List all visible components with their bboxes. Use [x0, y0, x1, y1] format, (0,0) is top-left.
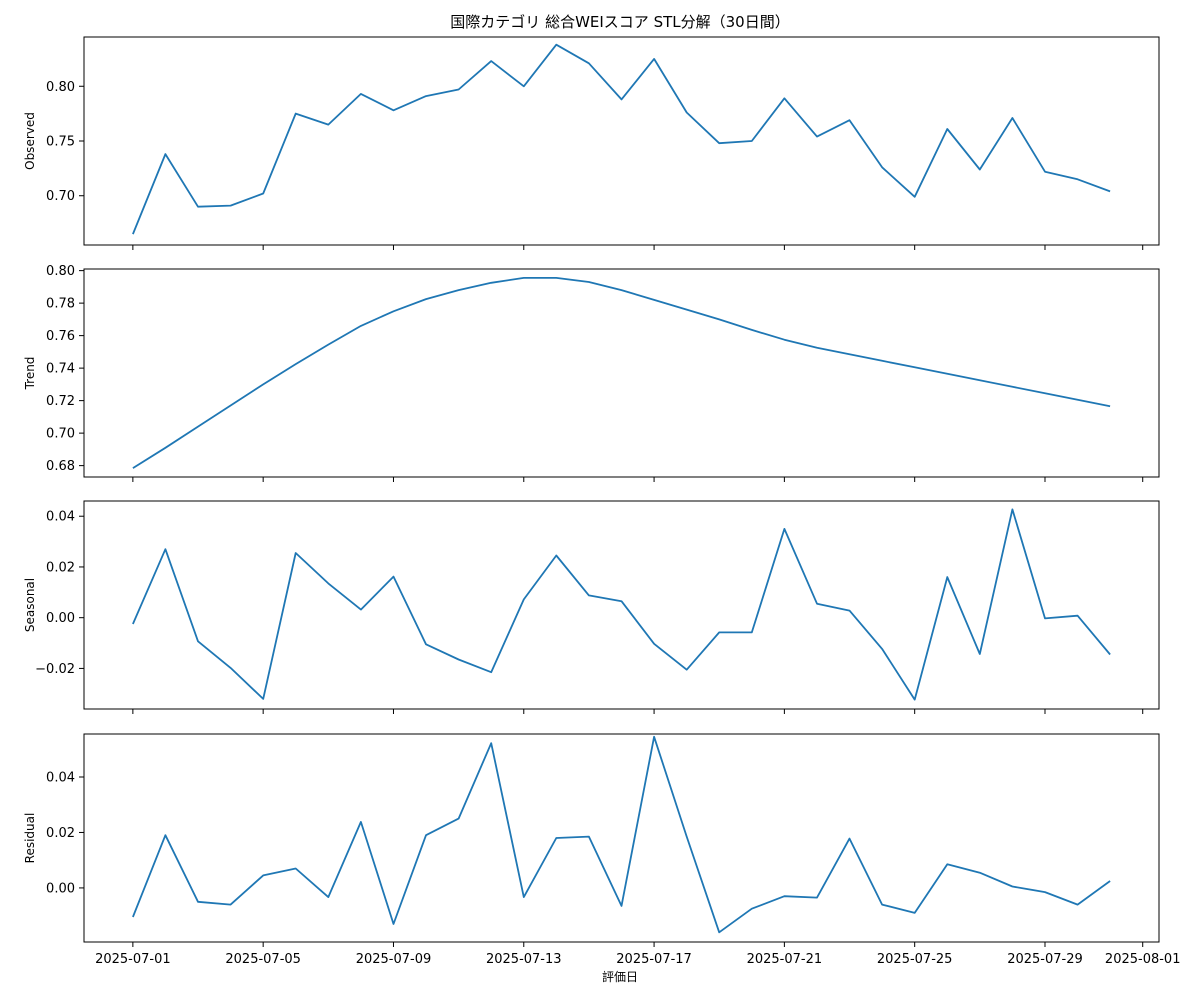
y-tick-label: 0.74 [46, 362, 75, 377]
x-tick-label: 2025-07-17 [616, 952, 692, 967]
y-tick-label: 0.02 [46, 826, 75, 841]
series-line-seasonal [132, 508, 1111, 701]
panel-residual: 0.00 0.02 0.04 2025-07-01 2025-07-05 2025-07-… [23, 733, 1181, 967]
x-tick-label: 2025-07-29 [1007, 952, 1083, 967]
y-axis-title: Trend [23, 357, 37, 391]
panel-frame [83, 500, 1160, 710]
y-tick-label: 0.75 [46, 135, 75, 150]
y-tick-label: 0.80 [46, 80, 75, 95]
panel-frame [83, 268, 1160, 478]
series-line-residual [132, 735, 1111, 934]
x-tick-label: 2025-07-25 [877, 952, 953, 967]
panel-observed: 0.70 0.75 0.80 Observed [23, 36, 1160, 250]
x-tick-label: 2025-07-01 [95, 952, 171, 967]
x-tick-label: 2025-08-01 [1105, 952, 1181, 967]
chart-title: 国際カテゴリ 総合WEIスコア STL分解（30日間） [450, 13, 789, 31]
y-axis-title: Observed [23, 112, 37, 170]
x-tick-label: 2025-07-13 [486, 952, 562, 967]
y-tick-label: 0.02 [46, 560, 75, 575]
series-line-observed [132, 43, 1111, 235]
y-axis-title: Residual [23, 813, 37, 864]
x-tick-label: 2025-07-21 [747, 952, 823, 967]
y-tick-label: 0.68 [46, 459, 75, 474]
y-tick-label: 0.70 [46, 427, 75, 442]
y-tick-label: 0.00 [46, 611, 75, 626]
y-tick-label: 0.04 [46, 770, 75, 785]
y-tick-label: 0.00 [46, 881, 75, 896]
y-tick-label: 0.72 [46, 394, 75, 409]
y-tick-label: −0.02 [35, 662, 75, 677]
y-tick-label: 0.80 [46, 264, 75, 279]
series-line-trend [132, 276, 1111, 469]
y-axis-title: Seasonal [23, 578, 37, 632]
x-axis-title: 評価日 [602, 969, 638, 984]
panels-group: 0.70 0.75 0.80 Observed 0.68 0.70 0.72 0.74 0.76… [23, 36, 1181, 967]
x-tick-label: 2025-07-09 [356, 952, 432, 967]
y-tick-label: 0.76 [46, 329, 75, 344]
x-tick-label: 2025-07-05 [225, 952, 301, 967]
y-tick-label: 0.70 [46, 189, 75, 204]
panel-seasonal: −0.02 0.00 0.02 0.04 Seasonal [23, 500, 1160, 714]
panel-trend: 0.68 0.70 0.72 0.74 0.76 0.78 0.80 Trend [23, 264, 1160, 482]
y-tick-label: 0.78 [46, 297, 75, 312]
panel-frame [83, 733, 1160, 943]
y-tick-label: 0.04 [46, 510, 75, 525]
